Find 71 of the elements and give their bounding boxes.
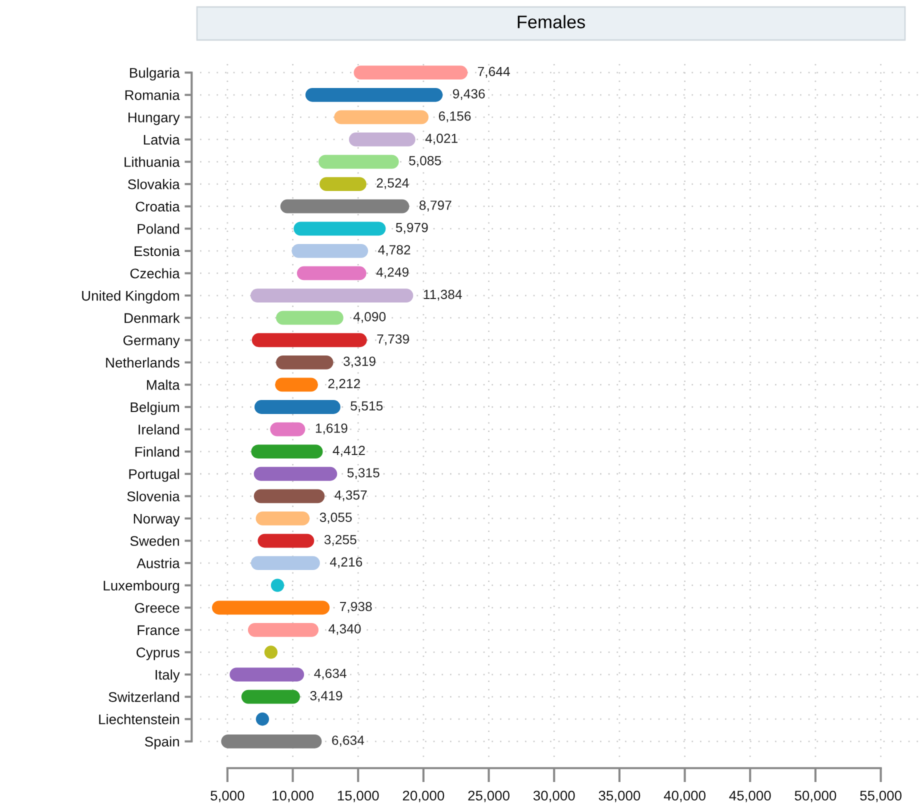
data-label: 11,384 [424, 290, 462, 301]
y-tick-label: Latvia [144, 134, 180, 145]
y-tick-label: Luxembourg [104, 580, 179, 594]
y-tick-label: Cyprus [136, 648, 180, 660]
x-tick-label: 5,000 [210, 790, 244, 802]
x-tick-label: 40,000 [664, 790, 706, 802]
y-tick-label: Sweden [130, 536, 179, 546]
y-tick-label: Finland [135, 446, 179, 457]
data-label: 4,340 [328, 624, 361, 636]
data-label: 4,249 [376, 267, 408, 278]
data-label: 3,055 [320, 512, 352, 524]
y-tick-label: Slovakia [128, 179, 180, 190]
y-tick-label: United Kingdom [82, 290, 179, 304]
x-tick-label: 55,000 [860, 790, 902, 802]
x-tick-label: 45,000 [729, 790, 771, 802]
data-label: 6,156 [438, 111, 471, 122]
data-label: 5,979 [396, 222, 428, 234]
y-tick-label: Czechia [130, 268, 180, 278]
x-tick-label: 10,000 [272, 790, 314, 802]
data-label: 1,619 [316, 423, 348, 434]
y-tick-label: Portugal [129, 468, 179, 482]
data-label: 3,419 [310, 691, 342, 702]
data-label: 5,315 [347, 468, 380, 479]
data-label: 9,436 [452, 89, 485, 100]
y-tick-label: Switzerland [108, 692, 179, 702]
y-tick-label: Norway [134, 514, 180, 526]
y-tick-label: France [138, 625, 180, 636]
y-tick-label: Austria [136, 558, 180, 568]
data-label: 3,255 [324, 534, 356, 546]
x-tick-label: 35,000 [598, 790, 640, 802]
x-tick-label: 30,000 [533, 790, 575, 802]
y-tick-label: Denmark [124, 312, 180, 323]
y-tick-label: Netherlands [106, 357, 180, 368]
data-label: 2,524 [376, 178, 409, 190]
data-label: 7,644 [478, 66, 510, 78]
y-tick-label: Malta [147, 380, 180, 390]
data-label: 5,085 [409, 156, 442, 167]
data-label: 4,357 [334, 490, 367, 502]
y-tick-label: Slovenia [127, 491, 180, 502]
data-label: 5,515 [350, 401, 383, 412]
y-tick-label: Hungary [128, 112, 180, 126]
y-tick-label: Spain [144, 736, 179, 750]
data-label: 4,634 [314, 668, 346, 680]
data-label: 4,216 [330, 557, 362, 568]
y-tick-label: Ireland [138, 424, 179, 434]
y-tick-label: Romania [125, 90, 180, 100]
data-label: 4,090 [353, 312, 386, 323]
y-tick-label: Belgium [130, 402, 179, 415]
y-tick-label: Greece [135, 602, 180, 613]
data-label: 8,797 [419, 200, 452, 212]
x-tick-label: 25,000 [468, 790, 510, 802]
data-label: 7,938 [340, 602, 372, 613]
y-tick-label: Italy [156, 669, 180, 682]
data-label: 4,021 [425, 134, 458, 145]
data-label: 3,319 [344, 356, 376, 368]
y-tick-label: Croatia [136, 201, 180, 212]
y-tick-label: Germany [123, 335, 180, 348]
data-label: 2,212 [328, 378, 360, 390]
data-label: 7,739 [377, 334, 409, 346]
y-tick-label: Liechtenstein [99, 714, 179, 724]
y-tick-label: Poland [138, 224, 179, 234]
data-label: 4,782 [378, 245, 410, 256]
data-label: 6,634 [332, 736, 364, 746]
y-tick-label: Estonia [134, 246, 180, 256]
y-tick-label: Lithuania [124, 156, 180, 167]
x-tick-label: 50,000 [794, 790, 836, 802]
x-tick-label: 15,000 [338, 790, 379, 802]
chart-title: Females [518, 15, 585, 28]
x-tick-label: 20,000 [402, 790, 444, 802]
y-tick-label: Bulgaria [130, 68, 180, 81]
data-label: 4,412 [332, 446, 365, 457]
